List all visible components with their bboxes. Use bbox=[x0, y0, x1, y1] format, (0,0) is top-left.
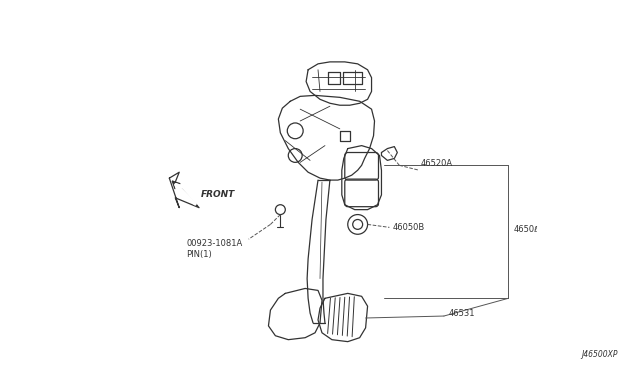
Text: 4650ℓ: 4650ℓ bbox=[513, 225, 538, 234]
Text: 46050B: 46050B bbox=[392, 223, 424, 232]
Text: 46531: 46531 bbox=[449, 308, 476, 318]
Text: J46500XP: J46500XP bbox=[581, 350, 618, 359]
Text: FRONT: FRONT bbox=[201, 190, 236, 199]
Text: 46520A: 46520A bbox=[421, 159, 453, 168]
Text: 00923-1081A
PIN(1): 00923-1081A PIN(1) bbox=[186, 239, 243, 259]
